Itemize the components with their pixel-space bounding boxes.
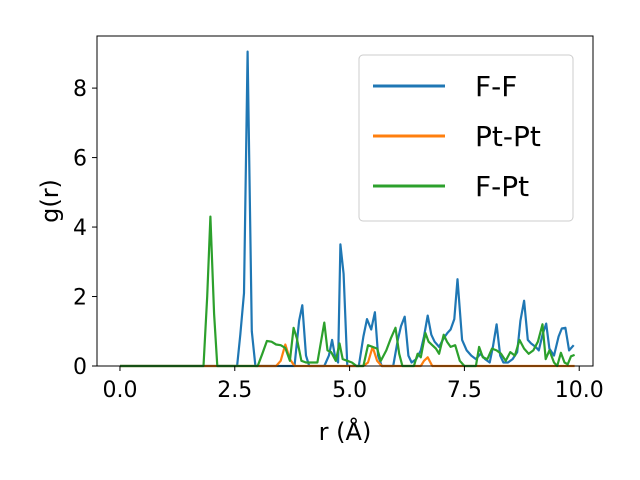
y-tick-label: 4 (73, 216, 87, 241)
x-tick-label: 2.5 (217, 378, 252, 403)
legend: F-F Pt-Pt F-Pt (358, 54, 574, 222)
x-tick-label: 10.0 (555, 378, 604, 403)
series-line-pt-pt (120, 343, 575, 368)
plot-frame (96, 35, 594, 367)
y-axis-label: g(r) (36, 179, 64, 223)
legend-label: Pt-Pt (475, 120, 541, 153)
x-axis-label: r (Å) (319, 417, 372, 446)
x-tick-label: 5.0 (332, 378, 367, 403)
x-axis: 0.0 2.5 5.0 7.5 10.0 (102, 366, 604, 403)
legend-label: F-F (475, 70, 517, 103)
legend-box (358, 54, 574, 222)
y-tick-label: 2 (73, 286, 87, 311)
y-tick-label: 6 (73, 147, 87, 172)
y-tick-label: 0 (73, 355, 87, 380)
y-tick-label: 8 (73, 77, 87, 102)
x-tick-label: 7.5 (447, 378, 482, 403)
x-tick-label: 0.0 (102, 378, 137, 403)
legend-label: F-Pt (475, 170, 529, 203)
y-axis: 0 2 4 6 8 (73, 77, 97, 380)
